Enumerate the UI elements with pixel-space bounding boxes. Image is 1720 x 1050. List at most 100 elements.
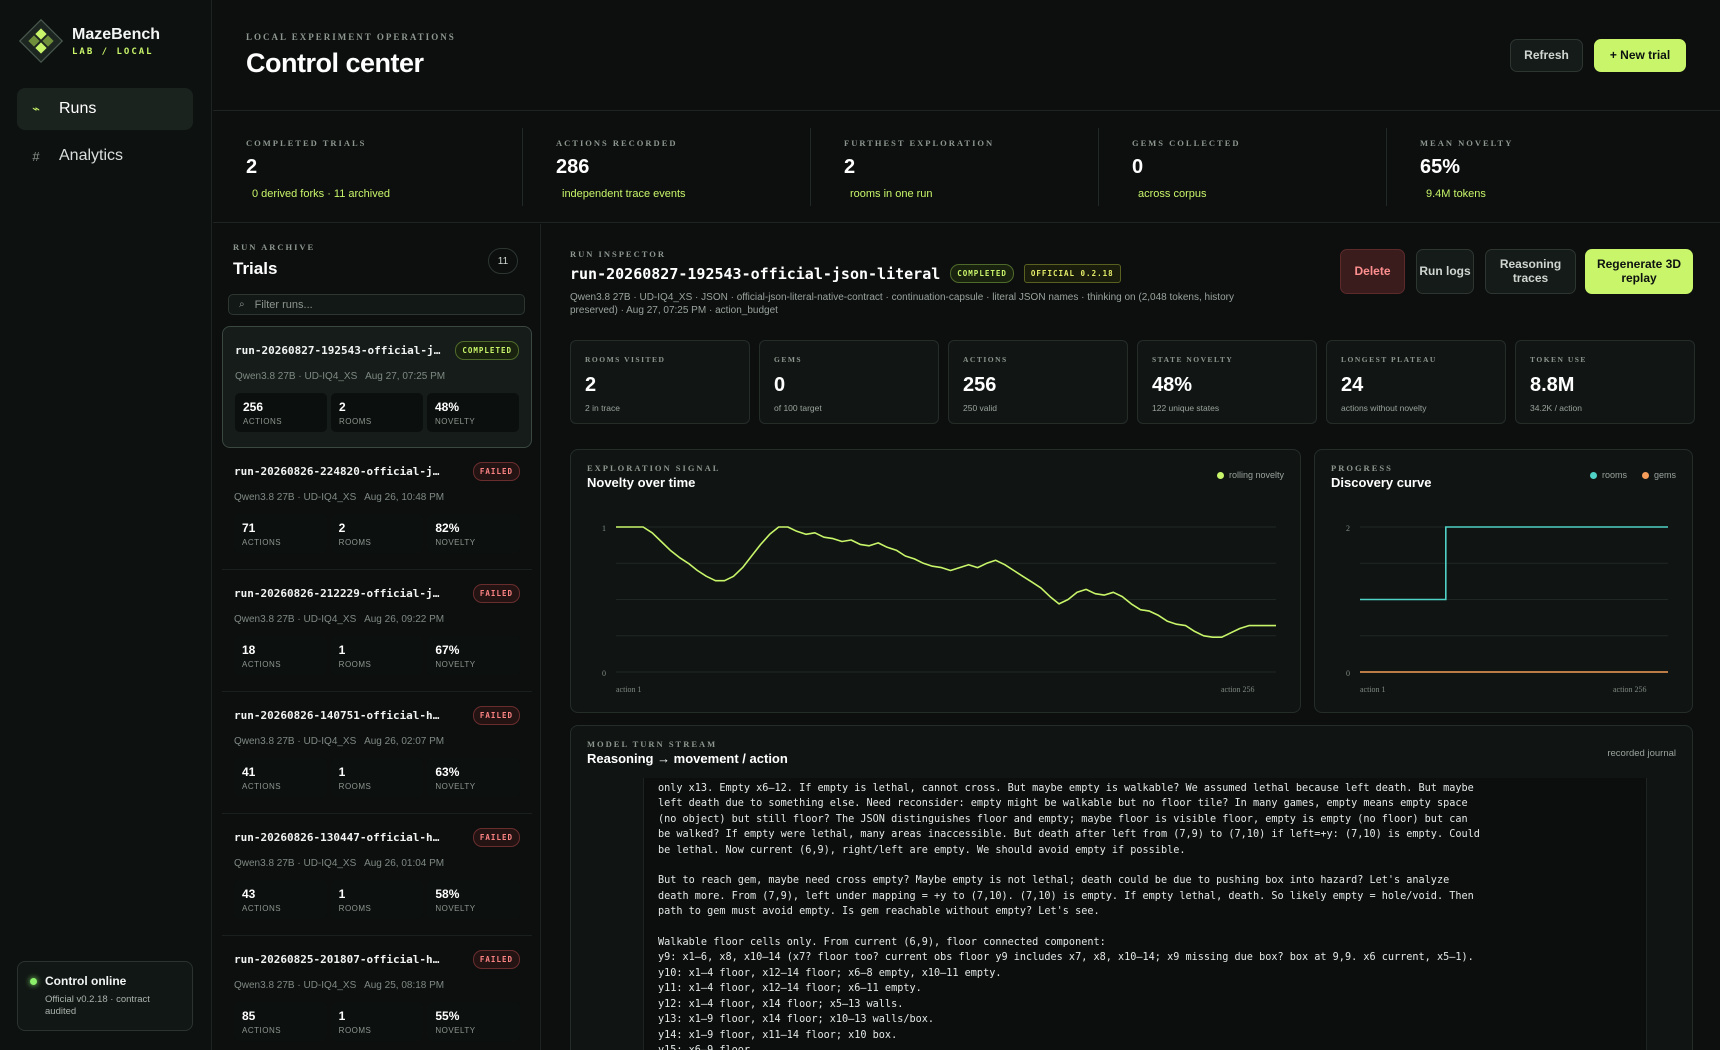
legend-label: rooms xyxy=(1601,470,1627,480)
kpi-value: 256 xyxy=(963,374,997,396)
stat-label: FURTHEST EXPLORATION xyxy=(844,138,995,148)
novelty-chart-panel: 1 0 action 1 action 256 EXPLORATION SIGNAL … xyxy=(570,449,1301,713)
legend-dot-icon xyxy=(1589,471,1597,479)
run-model: Qwen3.8 27B · UD-IQ4_XS xyxy=(234,980,357,991)
kpi-sub: 250 valid xyxy=(963,403,998,413)
run-card[interactable]: run-20260825-201807-official-hidden-stat… xyxy=(222,936,532,1050)
stat-sub: 9.4M tokens xyxy=(1426,188,1486,200)
rooms-series-line xyxy=(1360,526,1668,601)
delete-button[interactable]: Delete xyxy=(1340,249,1405,294)
filter-runs-input[interactable] xyxy=(254,298,505,311)
stat-value: 2 xyxy=(246,156,258,178)
stat-sub: across corpus xyxy=(1138,188,1207,200)
metric-value: 2 xyxy=(338,521,346,535)
stat-value: 65% xyxy=(1420,156,1461,178)
kpi-label: ROOMS VISITED xyxy=(585,355,666,364)
run-metric-actions: 256 ACTIONS xyxy=(235,393,327,432)
refresh-button[interactable]: Refresh xyxy=(1510,39,1583,72)
novelty-series-line xyxy=(616,526,1276,638)
run-metric-novelty: 63% NOVELTY xyxy=(427,758,521,797)
run-card[interactable]: run-20260827-192543-official-json-litera… xyxy=(222,326,532,448)
legend-label: rolling novelty xyxy=(1228,470,1284,480)
metric-value: 63% xyxy=(435,765,460,779)
brand-name: MazeBench xyxy=(72,25,161,43)
kpi-value: 24 xyxy=(1341,374,1364,396)
run-logs-button[interactable]: Run logs xyxy=(1416,249,1474,294)
run-meta: Qwen3.8 27B · UD-IQ4_XS Aug 26, 09:22 PM xyxy=(234,614,520,625)
status-badge: FAILED xyxy=(472,950,520,969)
status-badge: FAILED xyxy=(472,828,520,847)
metric-value: 71 xyxy=(242,521,256,535)
stat-value: 2 xyxy=(844,156,856,178)
y-tick-label: 0 xyxy=(602,669,606,678)
inspector-run-title: run-20260827-192543-official-json-litera… xyxy=(570,264,941,283)
model-turn-stream-panel: MODEL TURN STREAM Reasoning → movement /… xyxy=(570,725,1693,1050)
run-card[interactable]: run-20260826-224820-official-json-litera… xyxy=(222,448,532,570)
status-badge: COMPLETED xyxy=(455,341,519,360)
metric-value: 55% xyxy=(435,1009,460,1023)
chart-title: Discovery curve xyxy=(1331,475,1432,490)
metric-value: 48% xyxy=(435,400,460,414)
status-sub: Official v0.2.18 · contract audited xyxy=(45,994,150,1017)
run-name: run-20260826-224820-official-json-litera… xyxy=(234,465,444,478)
metric-value: 2 xyxy=(339,400,346,414)
run-card[interactable]: run-20260826-130447-official-hidden-stat… xyxy=(222,814,532,936)
stat-label: COMPLETED TRIALS xyxy=(246,138,367,148)
run-model: Qwen3.8 27B · UD-IQ4_XS xyxy=(235,371,358,382)
legend-dot-icon xyxy=(1641,471,1649,479)
stat-completed-trials: COMPLETED TRIALS 2 0 derived forks · 11 … xyxy=(213,128,522,206)
brand[interactable]: MazeBench LAB / LOCAL xyxy=(18,18,160,64)
metric-label: NOVELTY xyxy=(435,660,476,669)
nav-item-analytics[interactable]: # Analytics xyxy=(17,135,193,177)
status-badge: FAILED xyxy=(472,584,520,603)
reasoning-stream[interactable]: only x13. Empty x6–12. If empty is letha… xyxy=(643,778,1647,1050)
page-title: Control center xyxy=(246,48,424,78)
stat-gems-collected: GEMS COLLECTED 0 across corpus xyxy=(1098,128,1386,206)
inspector-eyebrow: RUN INSPECTOR xyxy=(570,249,666,259)
kpi-longest-plateau: LONGEST PLATEAU 24 actions without novelty xyxy=(1326,340,1506,424)
run-metric-actions: 41 ACTIONS xyxy=(234,758,327,797)
nav-item-label: Analytics xyxy=(59,147,124,164)
kpi-actions: ACTIONS 256 250 valid xyxy=(948,340,1128,424)
sidebar: MazeBench LAB / LOCAL ⌁ Runs # Analytics… xyxy=(0,0,212,1050)
trials-count-badge: 11 xyxy=(488,248,518,274)
page-header: LOCAL EXPERIMENT OPERATIONS Control cent… xyxy=(213,0,1720,111)
run-card[interactable]: run-20260826-140751-official-hidden-stat… xyxy=(222,692,532,814)
metric-value: 85 xyxy=(242,1009,256,1023)
run-meta: Qwen3.8 27B · UD-IQ4_XS Aug 25, 08:18 PM xyxy=(234,980,520,991)
stat-value: 0 xyxy=(1132,156,1144,178)
kpi-sub: 34.2K / action xyxy=(1530,403,1582,413)
x-tick-label: action 256 xyxy=(1613,685,1647,694)
run-meta: Qwen3.8 27B · UD-IQ4_XS Aug 26, 10:48 PM xyxy=(234,492,520,503)
reasoning-traces-button[interactable]: Reasoning traces xyxy=(1485,249,1576,294)
run-model: Qwen3.8 27B · UD-IQ4_XS xyxy=(234,492,357,503)
run-date: Aug 26, 09:22 PM xyxy=(364,614,445,625)
metric-label: NOVELTY xyxy=(435,782,476,791)
recorded-journal-label: recorded journal xyxy=(1607,748,1676,759)
run-metric-rooms: 1 ROOMS xyxy=(330,636,424,675)
stat-sub: rooms in one run xyxy=(850,188,933,200)
metric-label: NOVELTY xyxy=(435,417,476,426)
discovery-chart: 2 0 action 1 action 256 xyxy=(1346,524,1668,694)
run-meta: Qwen3.8 27B · UD-IQ4_XS Aug 27, 07:25 PM xyxy=(235,371,519,382)
online-dot-icon xyxy=(30,977,37,985)
run-card[interactable]: run-20260826-212229-official-json-litera… xyxy=(222,570,532,692)
run-metric-novelty: 67% NOVELTY xyxy=(427,636,521,675)
run-model: Qwen3.8 27B · UD-IQ4_XS xyxy=(234,736,357,747)
run-model: Qwen3.8 27B · UD-IQ4_XS xyxy=(234,858,357,869)
filter-box: ⌕ xyxy=(228,294,525,315)
nav-item-runs[interactable]: ⌁ Runs xyxy=(17,88,193,130)
chart-legend: rooms gems xyxy=(1589,470,1676,480)
novelty-chart: 1 0 action 1 action 256 xyxy=(602,524,1276,694)
metric-value: 1 xyxy=(338,765,346,779)
run-meta: Qwen3.8 27B · UD-IQ4_XS Aug 26, 01:04 PM xyxy=(234,858,520,869)
run-metric-rooms: 2 ROOMS xyxy=(330,514,424,553)
trials-title: Trials xyxy=(233,259,278,278)
kpi-row: ROOMS VISITED 2 2 in trace GEMS 0 of 100 tar… xyxy=(570,340,1695,424)
regenerate-replay-button[interactable]: Regenerate 3D replay xyxy=(1585,249,1693,294)
run-metric-novelty: 58% NOVELTY xyxy=(427,880,521,919)
new-trial-button[interactable]: + New trial xyxy=(1594,39,1686,72)
y-tick-label: 1 xyxy=(602,524,606,533)
legend-label: gems xyxy=(1653,470,1676,480)
run-date: Aug 25, 08:18 PM xyxy=(364,980,445,991)
